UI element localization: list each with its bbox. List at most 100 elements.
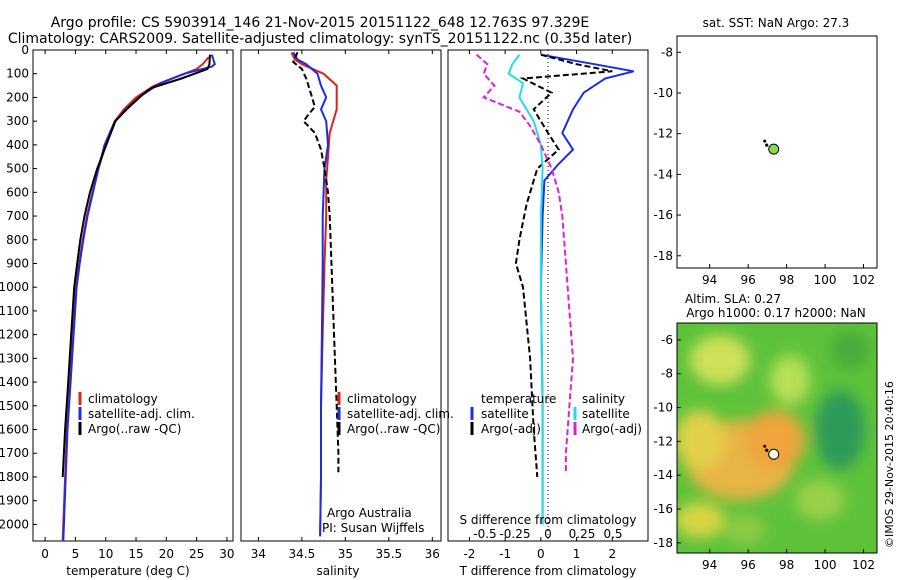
map-x-tick-label: 98 [779,273,794,287]
series-climatology [61,56,210,542]
map-y-tick-label: -8 [661,367,673,381]
map-y-tick-label: -10 [653,86,673,100]
map-y-tick-label: -10 [653,401,673,415]
figure-title-line2: Climatology: CARS2009. Satellite-adjuste… [8,31,632,47]
depth-tick-label: 1300 [0,351,29,365]
depth-tick-label: 1200 [0,328,29,342]
series-t-argo-adj- [514,53,613,478]
sla-map-marks [763,444,780,460]
difference-xticks: -2 -1 0 1 2 [463,50,616,561]
sla-map-title-line1: Altim. SLA: 0.27 [685,292,781,306]
sla-map-panel: Altim. SLA: 0.27 Argo h1000: 0.17 h2000:… [653,292,878,572]
depth-tick-label: 1700 [0,446,29,460]
sst-map-panel: sat. SST: NaN Argo: 27.3 94 96 98 100 102 -8 -… [653,16,878,287]
top-tick: 0 [544,527,552,541]
depth-tick-label: 500 [6,162,29,176]
depth-tick-label: 400 [6,138,29,152]
depth-tick-label: 1100 [0,304,29,318]
sla-blob [677,502,725,538]
salinity-xticks: 34 34.5 35 35.5 36 [251,50,440,561]
series-satellite-adj-clim- [62,54,216,542]
argo-float-marker [768,448,780,460]
difference-top-ticks: -0.5 -0.25 0 0.25 0.5 [473,527,622,541]
sla-map-frame [676,322,878,554]
legend-s-satellite: satellite [582,407,630,421]
x-tick-label: 30 [219,547,234,561]
sst-map-title: sat. SST: NaN Argo: 27.3 [703,16,850,30]
temperature-xticks: 0 5 10 15 20 25 30 [41,50,235,561]
map-x-tick-label: 102 [852,558,875,572]
map-x-tick-label: 98 [779,558,794,572]
depth-tick-label: 100 [6,67,29,81]
sst-map-marks [763,139,780,155]
sla-heatmap [677,323,877,553]
map-y-tick-label: -18 [653,249,673,263]
depth-tick-label: 200 [6,90,29,104]
map-y-tick-label: -14 [653,167,673,181]
salinity-panel: 34 34.5 35 35.5 36 salinity climatology sate… [240,49,454,578]
track-dot [765,448,769,452]
x-tick-label: 10 [98,547,113,561]
sla-blob [815,390,865,470]
sst-map-ticks: 94 96 98 100 102 -8 -10 -12 -14 -16 -18 [653,45,875,287]
difference-series [475,53,634,525]
depth-tick-label: 1400 [0,375,29,389]
depth-axis-ticks: 0 100 200 300 400 500 600 700 800 900 1000 1100 1200… [0,43,37,531]
legend-argo: Argo(..raw -QC) [88,422,181,436]
depth-tick-label: 600 [6,185,29,199]
sla-map-title-line2: Argo h1000: 0.17 h2000: NaN [686,306,866,320]
x-tick-label: 1 [573,547,581,561]
map-y-tick-label: -18 [653,536,673,550]
argo-float-marker [768,143,780,155]
legend-climatology: climatology [347,392,417,406]
difference-xlabel: T difference from climatology [459,564,637,578]
temperature-legend: climatology satellite-adj. clim. Argo(..… [78,392,195,436]
legend-t-argo: Argo(-adj) [481,422,541,436]
sla-blob [677,410,725,470]
map-y-tick-label: -8 [661,45,673,59]
track-dot [765,143,769,147]
imos-credit: ©IMOS 29-Nov-2015 20:40:16 [883,381,896,548]
series-s-satellite [507,54,544,525]
top-tick: 0.25 [569,527,596,541]
series-argo-raw-qc- [61,54,211,478]
map-x-tick-label: 100 [814,558,837,572]
salinity-frame [240,49,442,542]
legend-satellite: satellite-adj. clim. [88,407,195,421]
annotation-argo-australia: Argo Australia [327,506,412,520]
x-tick-label: -2 [463,547,475,561]
depth-tick-label: 1900 [0,494,29,508]
depth-tick-label: 2000 [0,517,29,531]
map-y-tick-label: -12 [653,127,673,141]
depth-tick-label: 0 [21,43,29,57]
track-dot [763,139,767,143]
top-tick: -0.5 [473,527,496,541]
depth-tick-label: 1600 [0,423,29,437]
temperature-series [61,54,216,542]
track-dot [763,444,767,448]
legend-t-satellite: satellite [481,407,529,421]
x-tick-label: 36 [425,547,440,561]
depth-tick-label: 300 [6,114,29,128]
x-tick-label: 20 [159,547,174,561]
sla-blob [725,515,765,545]
sla-blob [830,330,870,370]
figure-title-line1: Argo profile: CS 5903914_146 21-Nov-2015… [51,15,590,31]
x-tick-label: 34 [251,547,266,561]
map-y-tick-label: -12 [653,434,673,448]
map-y-tick-label: -16 [653,208,673,222]
legend-argo: Argo(..raw -QC) [347,422,440,436]
sla-blobs [677,330,870,545]
sla-blob [745,410,805,470]
map-x-tick-label: 96 [741,273,756,287]
map-y-tick-label: -14 [653,468,673,482]
map-y-tick-label: -16 [653,502,673,516]
x-tick-label: 5 [72,547,80,561]
series-climatology [290,51,338,537]
salinity-legend: climatology satellite-adj. clim. Argo(..… [337,392,454,436]
x-tick-label: -1 [499,547,511,561]
map-x-tick-label: 96 [741,558,756,572]
temperature-panel: 0 5 10 15 20 25 30 0 100 200 300 400 500 600 700 800 90… [0,43,235,578]
depth-tick-label: 1800 [0,470,29,484]
